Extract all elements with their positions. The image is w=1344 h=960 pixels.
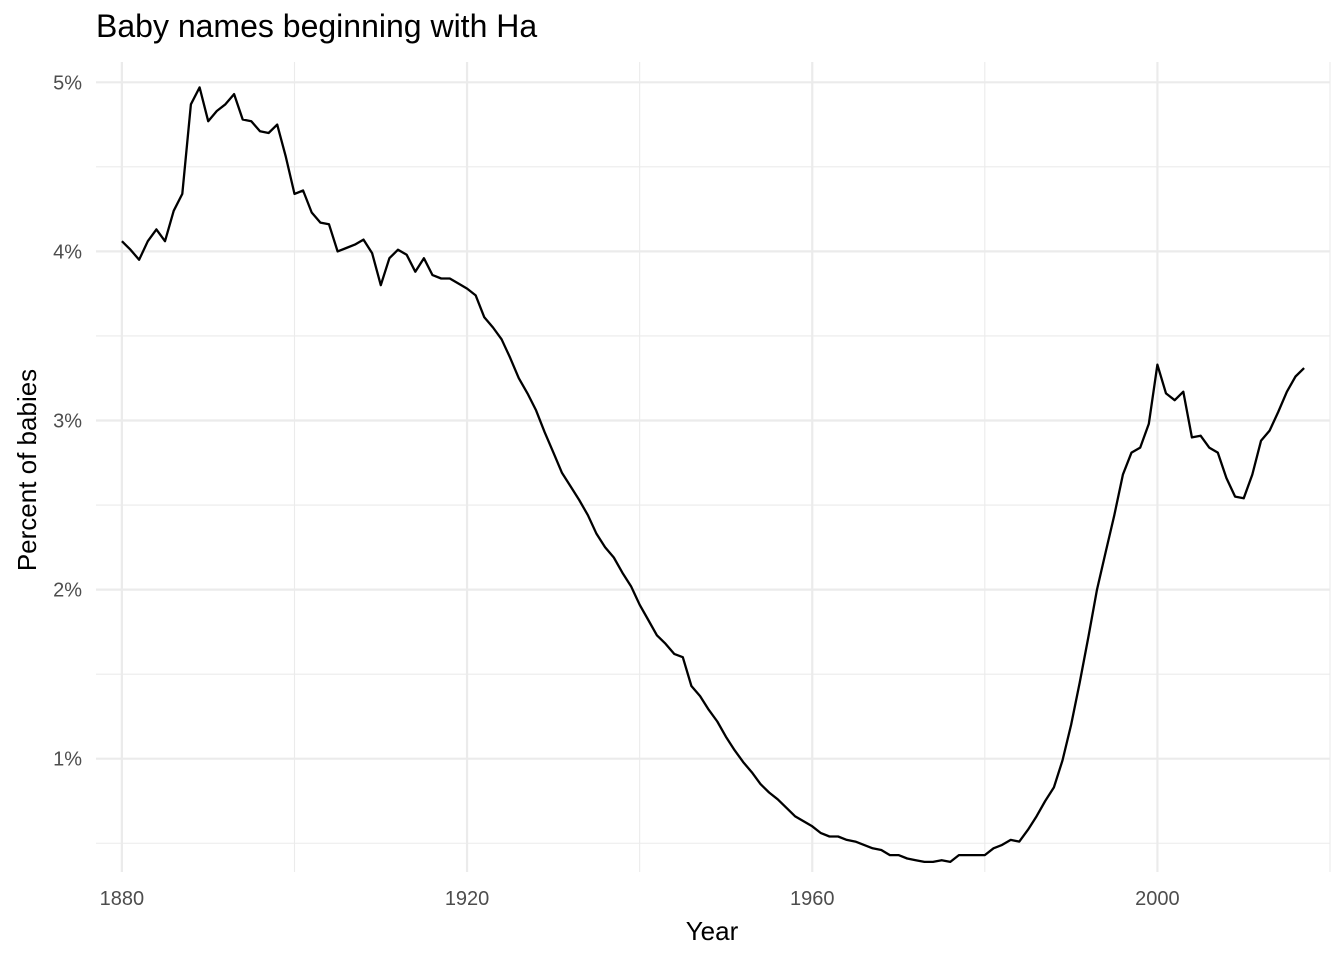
major-gridlines-y — [96, 81, 1330, 760]
x-tick-label: 1960 — [790, 888, 835, 910]
minor-gridlines-x — [293, 62, 1331, 872]
x-tick-label: 1880 — [100, 888, 145, 910]
x-tick-label: 1920 — [445, 888, 490, 910]
chart-title: Baby names beginning with Ha — [96, 8, 538, 44]
x-axis-tick-labels: 1880 1920 1960 2000 — [100, 888, 1180, 910]
x-tick-label: 2000 — [1135, 888, 1180, 910]
y-tick-label: 4% — [53, 241, 82, 263]
x-axis-title: Year — [686, 916, 739, 946]
series-line — [121, 86, 1305, 864]
y-axis-tick-labels: 1% 2% 3% 4% 5% — [53, 72, 82, 770]
y-axis-title: Percent of babies — [12, 369, 42, 571]
y-tick-label: 1% — [53, 749, 82, 771]
y-tick-label: 2% — [53, 580, 82, 602]
minor-gridlines-y — [96, 166, 1330, 844]
y-tick-label: 3% — [53, 410, 82, 432]
major-gridlines-x — [120, 62, 1159, 872]
y-tick-label: 5% — [53, 72, 82, 94]
